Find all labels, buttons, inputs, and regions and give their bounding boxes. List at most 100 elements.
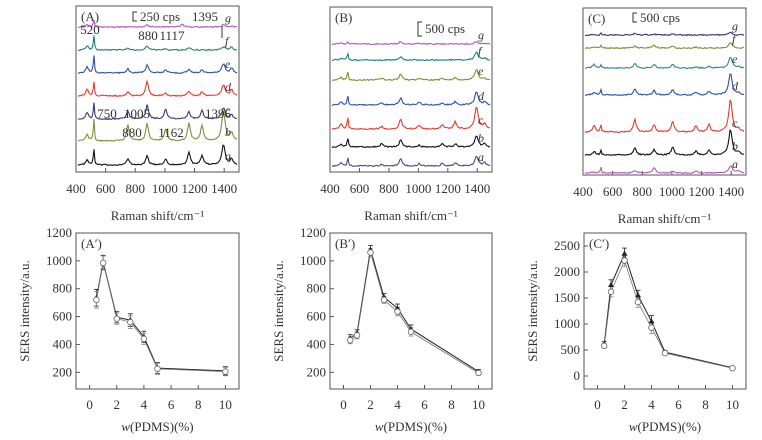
x-tick-label: 0	[340, 397, 347, 412]
y-tick-label: 0	[574, 368, 581, 383]
plot-frame	[582, 7, 747, 176]
x-axis-label: Raman shift/cm⁻¹	[111, 208, 205, 223]
y-axis-label: SERS intensity/a.u.	[525, 260, 540, 361]
trace-label: g	[732, 19, 738, 33]
y-tick-label: 800	[53, 281, 73, 296]
peak-annotation: 1395	[192, 9, 218, 24]
trace-label: a	[478, 150, 484, 164]
x-tick-label: 1000	[659, 184, 685, 199]
series-line-filled	[603, 252, 733, 369]
spectra-panel-C: 400 600 800 1000 1200 1400 Raman shift/cm⁻¹ (C)…	[573, 7, 747, 226]
spectrum-trace-d	[331, 91, 491, 107]
spectrum-trace-e	[331, 68, 491, 82]
spectrum-trace-b	[584, 129, 745, 157]
trace-label: f	[225, 34, 230, 48]
spectrum-trace-d	[584, 73, 745, 96]
trace-label: a	[732, 157, 738, 171]
data-point-open	[407, 328, 415, 336]
spectra-panel-B: 400 600 800 1000 1200 1400 Raman shift/cm⁻¹ (B)…	[320, 6, 493, 223]
data-point-open	[621, 257, 628, 264]
spectrum-trace-b	[77, 110, 238, 142]
x-tick-label: 1200	[182, 181, 208, 196]
y-tick-label: 1200	[46, 225, 72, 240]
data-point-open	[127, 318, 134, 326]
data-point-open	[113, 315, 120, 322]
data-point-filled	[648, 318, 655, 324]
x-tick-label: 4	[394, 397, 401, 412]
x-tick-label: 800	[379, 181, 399, 196]
y-tick-label: 1500	[554, 290, 580, 305]
x-tick-label: 10	[472, 397, 485, 412]
trace-label: b	[478, 131, 484, 145]
plot-frame	[329, 6, 493, 173]
spectrum-trace-e	[77, 55, 238, 75]
peak-annotation: 880	[122, 125, 142, 140]
trace-label: b	[732, 139, 738, 153]
x-tick-label: 8	[195, 397, 202, 412]
spectrum-trace-e	[584, 56, 745, 70]
spectrum-trace-b	[331, 135, 491, 149]
trace-label: e	[478, 64, 484, 78]
trace-label: c	[732, 116, 738, 130]
spectrum-trace-g	[584, 31, 745, 37]
x-tick-label: 1000	[152, 181, 178, 196]
spectrum-trace-f	[331, 51, 491, 62]
x-tick-label: 1400	[464, 181, 490, 196]
x-tick-label: 8	[702, 397, 709, 412]
x-tick-label: 600	[350, 181, 370, 196]
trace-label: e	[732, 52, 738, 66]
x-tick-label: 600	[96, 181, 116, 196]
x-tick-label: 1200	[435, 181, 461, 196]
trace-label: d	[478, 89, 485, 103]
x-tick-label: 10	[726, 397, 739, 412]
data-point-open	[380, 296, 388, 304]
y-tick-label: 500	[561, 342, 581, 357]
scale-bar-label: 500 cps	[640, 10, 680, 25]
spectrum-trace-a	[584, 165, 745, 175]
spectrum-trace-f	[584, 42, 744, 50]
x-tick-label: 0	[86, 397, 93, 412]
data-point-open	[394, 308, 401, 315]
x-tick-label: 4	[648, 397, 655, 412]
spectrum-trace-a	[331, 155, 491, 168]
x-tick-label: 800	[633, 184, 653, 199]
peak-annotation: 1005	[124, 106, 150, 121]
x-tick-label: 4	[141, 397, 148, 412]
y-tick-label: 1000	[46, 253, 72, 268]
trace-label: d	[225, 80, 232, 94]
trace-label: c	[225, 103, 231, 117]
data-point-open	[353, 332, 361, 339]
spectrum-trace-d	[77, 79, 237, 98]
x-tick-label: 6	[421, 397, 428, 412]
peak-annotation: 520	[80, 22, 100, 37]
panel-label: (B′)	[335, 236, 355, 251]
trace-label: b	[225, 125, 231, 139]
y-tick-label: 1000	[300, 253, 326, 268]
series-line-open	[603, 259, 733, 369]
plot-frame	[75, 5, 240, 173]
x-tick-label: 2	[621, 397, 628, 412]
y-tick-label: 200	[53, 364, 73, 379]
intensity-panel-0: 0 2 4 6 8 10 200 400 600 800 1000 1200 w(PDMS)(%) SER…	[17, 225, 240, 434]
x-tick-label: 6	[168, 397, 175, 412]
trace-label: d	[732, 79, 739, 93]
spectrum-trace-c	[331, 107, 491, 131]
trace-label: e	[225, 57, 231, 71]
data-point-open	[154, 365, 161, 373]
spectrum-trace-a	[77, 144, 238, 167]
data-point-open	[93, 296, 100, 304]
trace-label: f	[732, 32, 737, 46]
data-point-open	[634, 298, 642, 306]
x-tick-label: 6	[675, 397, 682, 412]
spectrum-trace-g	[331, 40, 491, 46]
x-tick-label: 800	[126, 181, 146, 196]
peak-annotation: 750	[97, 106, 117, 121]
x-tick-label: 2	[114, 397, 121, 412]
scale-bar	[632, 12, 637, 23]
scale-bar-label: 250 cps	[140, 9, 180, 24]
x-tick-label: 10	[219, 397, 232, 412]
spectrum-trace-c	[584, 99, 745, 133]
y-tick-label: 600	[307, 309, 327, 324]
